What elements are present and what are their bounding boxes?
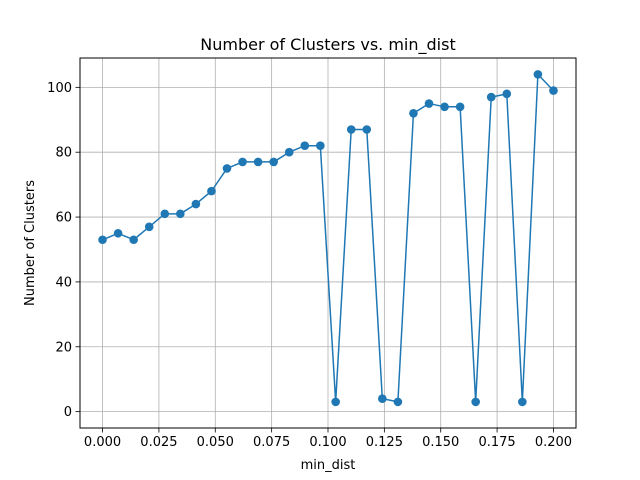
data-point [113,228,123,238]
data-point [533,70,543,79]
x-tick-label: 0.150 [422,435,459,450]
chart-title: Number of Clusters vs. min_dist [200,35,455,55]
x-tick-label: 0.050 [197,435,234,450]
data-point [253,157,263,167]
data-point [98,235,107,245]
tick-layer: 0.000 0.025 0.050 0.075 0.100 0.125 0.150 0.175… [47,81,572,450]
data-point [331,397,340,407]
data-point [222,164,232,173]
data-point [269,157,278,167]
y-tick-label: 60 [55,211,72,226]
y-axis-label: Number of Clusters [23,180,38,306]
x-tick-label: 0.175 [478,435,515,450]
x-tick-label: 0.100 [309,435,346,450]
data-point [440,102,449,112]
y-tick-label: 80 [55,146,72,161]
data-point [207,186,216,196]
y-tick-label: 0 [64,405,72,420]
x-tick-label: 0.075 [253,435,290,450]
y-tick-label: 20 [55,340,72,355]
data-point [502,89,512,99]
data-point [316,141,325,151]
y-tick-label: 100 [47,81,72,96]
x-tick-label: 0.000 [84,435,121,450]
y-tick-label: 40 [55,275,72,290]
data-point [518,397,527,407]
data-point [362,125,372,134]
data-point [486,92,496,102]
x-tick-label: 0.025 [140,435,177,450]
data-point [191,199,201,209]
data-point [284,147,294,157]
data-point [129,235,138,245]
data-point [455,102,465,112]
data-point [424,99,434,108]
data-point [549,86,558,95]
data-point [160,209,170,219]
x-tick-label: 0.200 [535,435,572,450]
x-axis-label: min_dist [301,458,356,473]
data-point [409,108,418,118]
data-point [238,157,247,167]
data-point [176,209,185,219]
data-point [393,397,403,407]
data-point [144,222,154,232]
data-point [346,125,356,134]
grid-layer [80,58,576,428]
series-layer [98,70,558,407]
x-tick-label: 0.125 [366,435,403,450]
data-point [300,141,310,151]
data-point [471,397,480,407]
data-point [378,394,387,403]
